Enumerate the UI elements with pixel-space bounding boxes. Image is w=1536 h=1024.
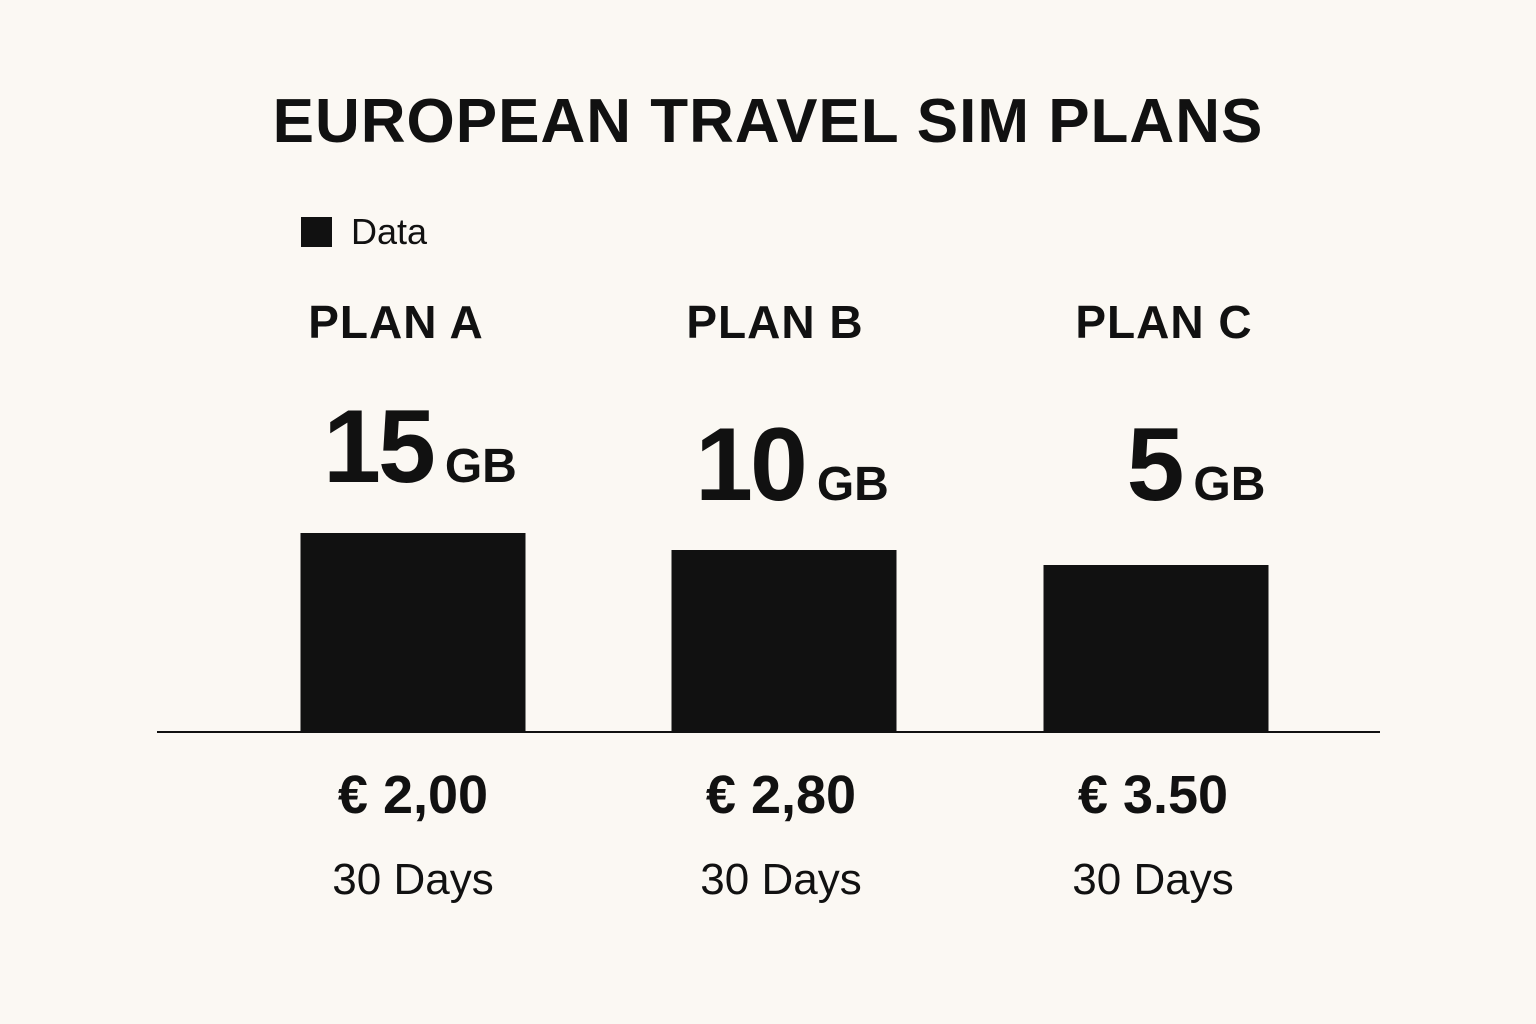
category-label-plan-c: PLAN C: [1075, 296, 1253, 348]
category-label-plan-b: PLAN B: [686, 296, 864, 348]
data-label-value: 5: [1126, 407, 1185, 523]
data-label-unit: GB: [444, 440, 517, 493]
chart-title: EUROPEAN TRAVEL SIM PLANS: [272, 87, 1264, 156]
data-label-unit: GB: [1193, 458, 1266, 511]
duration-label: 30 Days: [1072, 855, 1234, 904]
bar-plan-b: [671, 550, 897, 732]
legend-swatch: [301, 217, 332, 247]
data-label: 10 GB: [622, 410, 962, 520]
data-label-value: 10: [695, 407, 808, 523]
category-label-plan-a: PLAN A: [308, 296, 484, 348]
price-label: € 3.50: [1077, 765, 1229, 825]
bar-plan-a: [300, 533, 526, 732]
price-label: € 2,80: [705, 765, 857, 825]
price-label: € 2,00: [337, 765, 489, 825]
data-label: 5 GB: [1026, 410, 1366, 520]
duration-label: 30 Days: [332, 855, 494, 904]
data-label-value: 15: [323, 389, 436, 505]
legend: Data: [301, 212, 427, 252]
data-label-unit: GB: [816, 458, 889, 511]
bar-plan-c: [1043, 565, 1269, 732]
legend-label: Data: [351, 211, 428, 252]
data-label: 15 GB: [250, 392, 590, 502]
duration-label: 30 Days: [700, 855, 862, 904]
